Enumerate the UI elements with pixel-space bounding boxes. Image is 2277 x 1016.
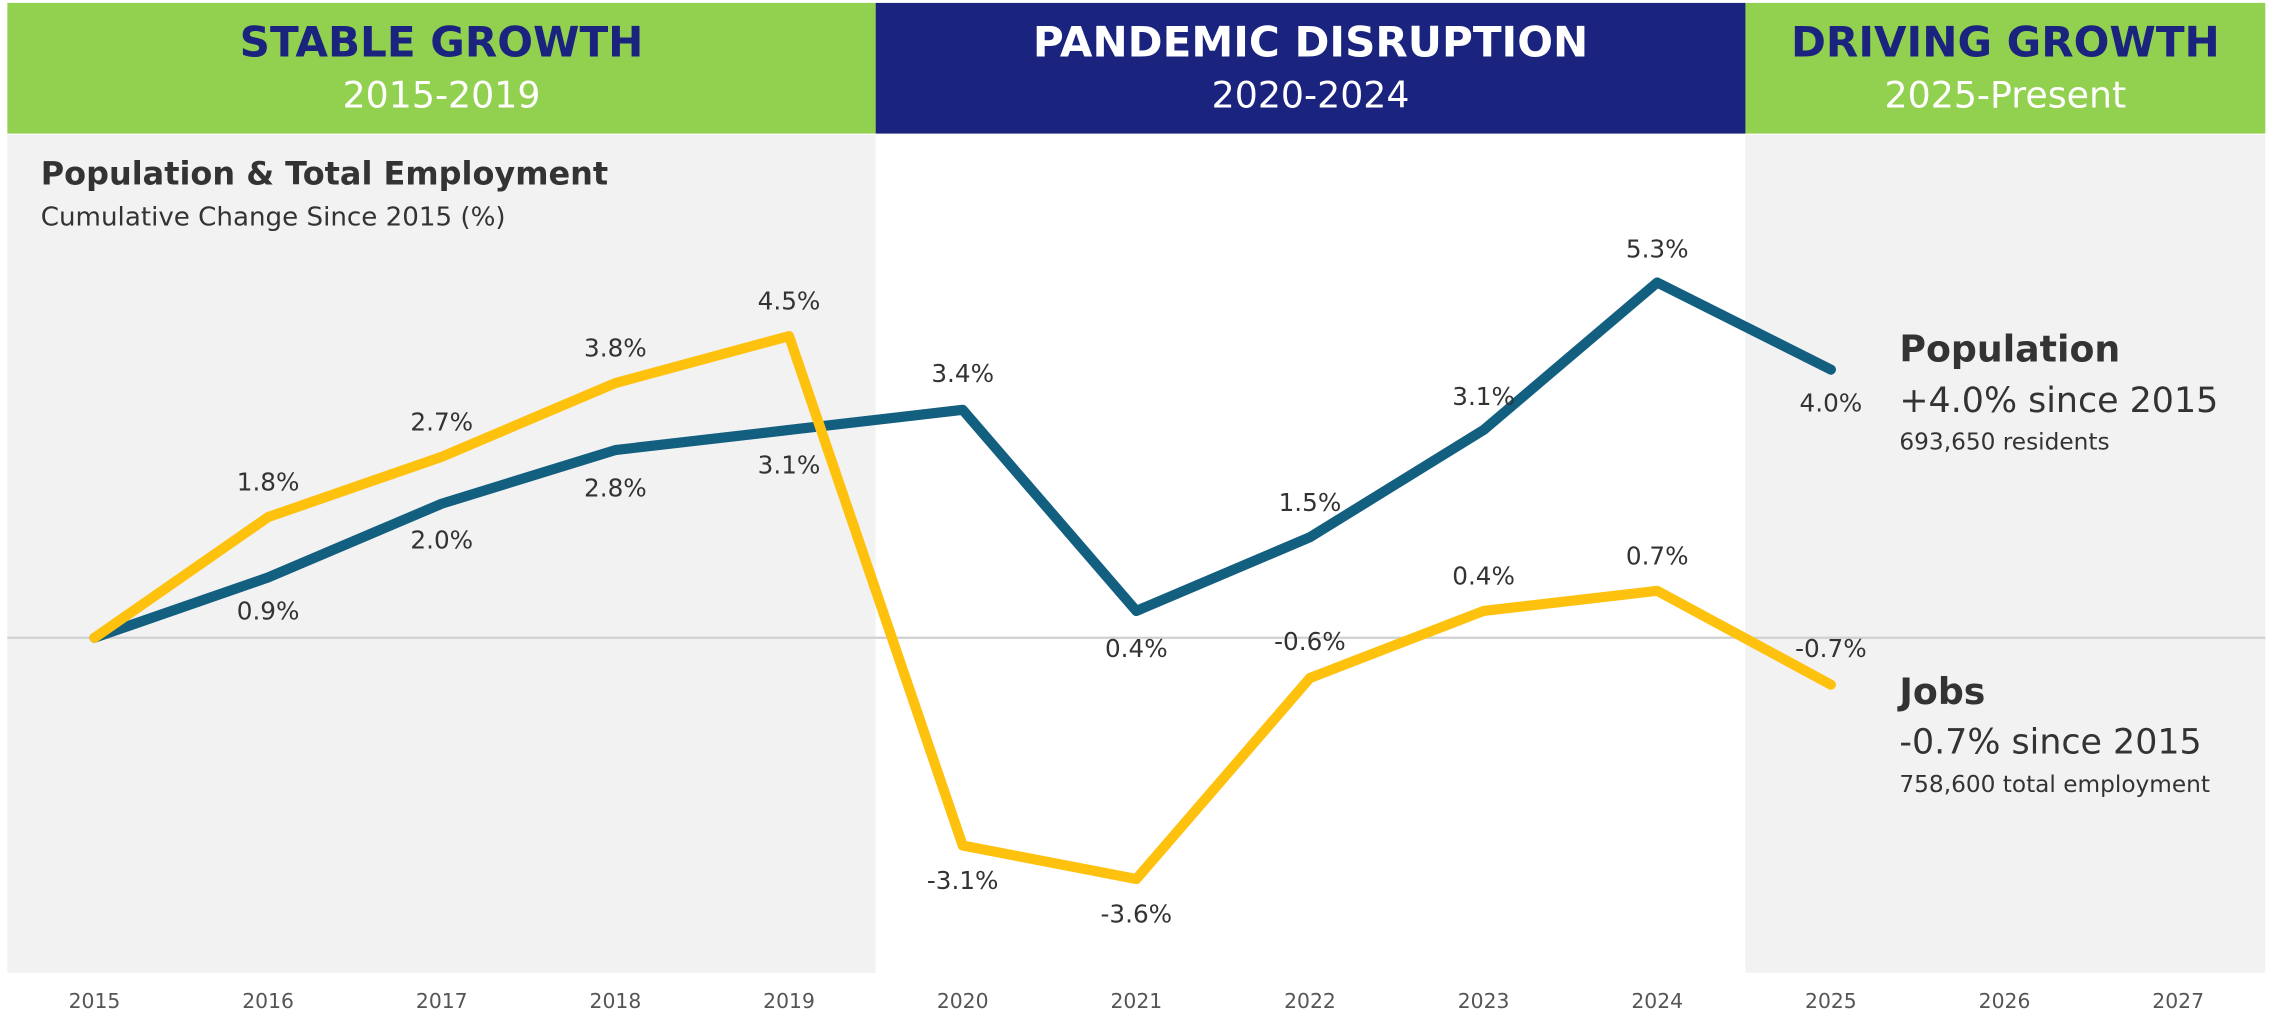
section-subtitle: 2025-Present <box>1885 73 2127 116</box>
section-title: DRIVING GROWTH <box>1791 18 2220 67</box>
x-tick-label: 2016 <box>242 989 294 1013</box>
series-line <box>89 277 1836 643</box>
chart-subtitle: Cumulative Change Since 2015 (%) <box>41 202 506 232</box>
section-title: STABLE GROWTH <box>240 18 644 67</box>
data-label: -0.6% <box>1274 627 1346 656</box>
data-label: 2.7% <box>410 407 473 436</box>
x-tick-label: 2018 <box>590 989 642 1013</box>
legend-summary: +4.0% since 2015 <box>1899 381 2218 421</box>
x-tick-label: 2026 <box>1979 989 2031 1013</box>
x-tick-label: 2021 <box>1110 989 1162 1013</box>
section-header <box>1745 2 2266 134</box>
legend-detail: 693,650 residents <box>1899 428 2109 455</box>
legend-summary: -0.7% since 2015 <box>1899 722 2201 762</box>
x-tick-label: 2023 <box>1458 989 1510 1013</box>
x-tick-label: 2022 <box>1284 989 1336 1013</box>
data-label: 1.5% <box>1279 488 1342 517</box>
data-label: 4.5% <box>758 287 821 316</box>
chart-title: Population & Total Employment <box>41 155 608 193</box>
data-label: 0.7% <box>1626 541 1689 570</box>
legend-detail: 758,600 total employment <box>1899 771 2210 798</box>
x-tick-label: 2024 <box>1631 989 1683 1013</box>
series-line <box>89 331 1836 885</box>
data-label: 3.8% <box>584 334 647 363</box>
x-tick-label: 2020 <box>937 989 989 1013</box>
data-label: 5.3% <box>1626 235 1689 264</box>
data-label: 1.8% <box>237 468 300 497</box>
section-subtitle: 2020-2024 <box>1212 73 1410 116</box>
data-label: -3.1% <box>927 866 999 895</box>
section-background <box>1745 135 2266 973</box>
legend-name: Population <box>1899 327 2120 370</box>
data-label: -3.6% <box>1101 899 1173 928</box>
x-tick-label: 2025 <box>1805 989 1857 1013</box>
data-label: -0.7% <box>1795 634 1867 663</box>
section-title: PANDEMIC DISRUPTION <box>1033 18 1588 67</box>
data-label: 2.8% <box>584 473 647 502</box>
section-header <box>7 2 876 134</box>
x-tick-label: 2017 <box>416 989 468 1013</box>
x-tick-label: 2027 <box>2152 989 2204 1013</box>
section-header <box>875 2 1746 134</box>
data-label: 0.4% <box>1105 634 1168 663</box>
data-label: 0.9% <box>237 596 300 625</box>
x-tick-label: 2019 <box>763 989 815 1013</box>
legend-name: Jobs <box>1896 670 1985 713</box>
section-background <box>875 135 1746 973</box>
data-label: 2.0% <box>410 525 473 554</box>
data-label: 3.4% <box>931 359 994 388</box>
section-subtitle: 2015-2019 <box>343 73 541 116</box>
data-label: 0.4% <box>1452 562 1515 591</box>
data-label: 4.0% <box>1800 388 1863 417</box>
data-label: 3.1% <box>1452 382 1515 411</box>
data-label: 3.1% <box>758 450 821 479</box>
x-tick-label: 2015 <box>69 989 121 1013</box>
section-background <box>7 135 876 973</box>
